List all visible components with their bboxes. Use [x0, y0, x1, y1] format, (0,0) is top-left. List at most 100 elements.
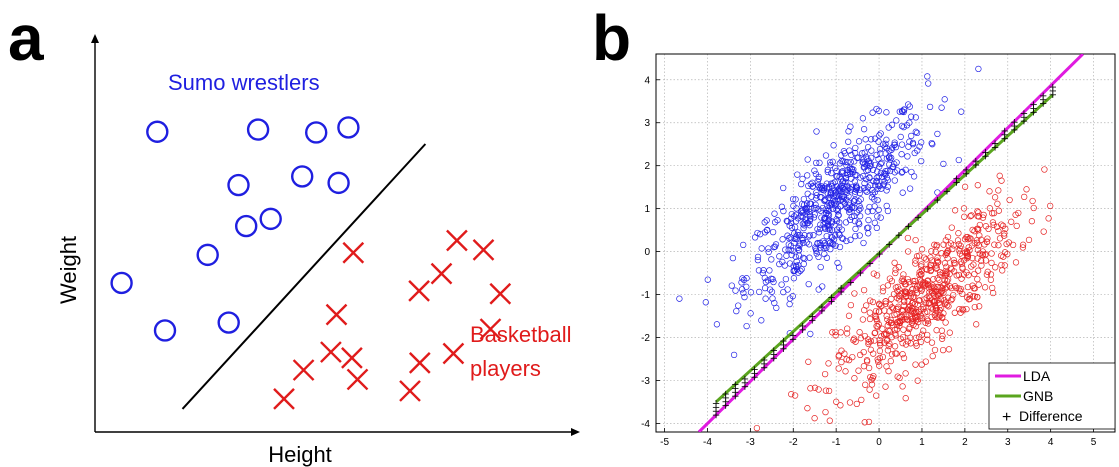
red-point — [883, 312, 890, 320]
blue-point — [861, 149, 868, 156]
basketball-point-stroke — [442, 342, 465, 365]
blue-point — [747, 289, 755, 296]
red-point — [904, 306, 911, 313]
difference-marker — [760, 356, 768, 364]
red-point — [875, 358, 882, 366]
blue-point — [825, 225, 832, 233]
red-point — [984, 268, 991, 275]
blue-point — [835, 264, 843, 271]
blue-point — [829, 180, 837, 187]
red-point — [880, 331, 888, 338]
blue-point — [824, 166, 831, 174]
blue-point — [877, 130, 884, 137]
red-point — [923, 316, 931, 323]
blue-point — [873, 178, 880, 185]
basketball-label-line1: Basketball — [470, 322, 572, 347]
blue-point — [840, 158, 847, 165]
blue-point — [883, 136, 890, 143]
red-point — [1047, 202, 1054, 210]
red-point — [917, 315, 924, 322]
red-point — [998, 252, 1005, 259]
difference-marker — [789, 332, 797, 339]
blue-point — [857, 205, 864, 212]
difference-marker — [712, 400, 720, 407]
blue-point — [855, 219, 862, 226]
y-tick-label: -2 — [641, 333, 650, 344]
red-point — [996, 235, 1004, 242]
blue-point — [821, 250, 828, 258]
blue-point — [863, 175, 870, 183]
basketball-point-stroke — [408, 280, 430, 302]
blue-point — [899, 189, 906, 196]
y-tick-label: 0 — [644, 247, 650, 258]
blue-point — [918, 139, 925, 146]
difference-marker — [914, 214, 922, 221]
red-point — [902, 341, 910, 348]
red-point — [1021, 193, 1028, 201]
blue-point — [794, 244, 802, 251]
red-point — [907, 334, 914, 341]
red-point — [852, 338, 859, 345]
blue-point — [848, 183, 856, 191]
blue-point — [778, 203, 786, 210]
red-point — [918, 271, 925, 278]
red-point — [974, 293, 981, 301]
difference-marker — [895, 232, 903, 239]
red-point — [906, 325, 913, 333]
blue-point — [799, 220, 807, 228]
blue-point — [765, 245, 772, 252]
blue-point — [817, 241, 825, 249]
red-point — [978, 236, 985, 243]
red-point — [971, 293, 978, 300]
red-point — [1028, 218, 1036, 225]
blue-point — [813, 189, 820, 196]
blue-point — [800, 195, 808, 203]
blue-point — [815, 175, 822, 183]
blue-point — [846, 202, 853, 209]
red-point — [900, 326, 907, 333]
blue-point — [817, 263, 824, 271]
sumo-label: Sumo wrestlers — [168, 70, 320, 95]
red-point — [958, 252, 966, 260]
blue-point — [885, 154, 893, 161]
basketball-point-stroke — [320, 341, 342, 363]
blue-point — [772, 241, 780, 248]
red-point — [876, 362, 883, 369]
sumo-point — [337, 116, 360, 139]
red-point — [930, 276, 937, 283]
blue-point — [820, 187, 828, 194]
blue-point — [834, 205, 842, 212]
red-point — [931, 346, 939, 354]
red-point — [988, 250, 995, 257]
sumo-point — [153, 319, 177, 342]
blue-point — [813, 128, 820, 135]
red-point — [932, 304, 939, 312]
blue-point — [904, 153, 911, 160]
sumo-point — [234, 214, 258, 238]
red-point — [889, 305, 897, 312]
blue-point — [846, 216, 854, 224]
blue-point — [790, 267, 797, 274]
red-point — [961, 183, 969, 190]
red-point — [1029, 197, 1036, 205]
red-point — [974, 212, 981, 220]
red-point — [1019, 241, 1027, 248]
basketball-point-stroke — [399, 380, 421, 402]
red-point — [979, 251, 986, 258]
red-point — [922, 256, 930, 263]
blue-point — [758, 245, 765, 252]
difference-markers — [712, 83, 1056, 419]
blue-point — [741, 293, 748, 301]
red-point — [960, 205, 968, 212]
sumo-point — [217, 311, 240, 334]
red-point — [1002, 225, 1009, 233]
red-point — [1041, 166, 1048, 173]
blue-point — [886, 147, 893, 155]
red-point — [924, 336, 931, 343]
red-point — [837, 329, 844, 336]
red-point — [890, 290, 898, 298]
blue-point — [789, 293, 796, 300]
red-point — [967, 213, 974, 220]
basketball-point-stroke — [489, 282, 512, 305]
blue-point — [827, 245, 834, 253]
